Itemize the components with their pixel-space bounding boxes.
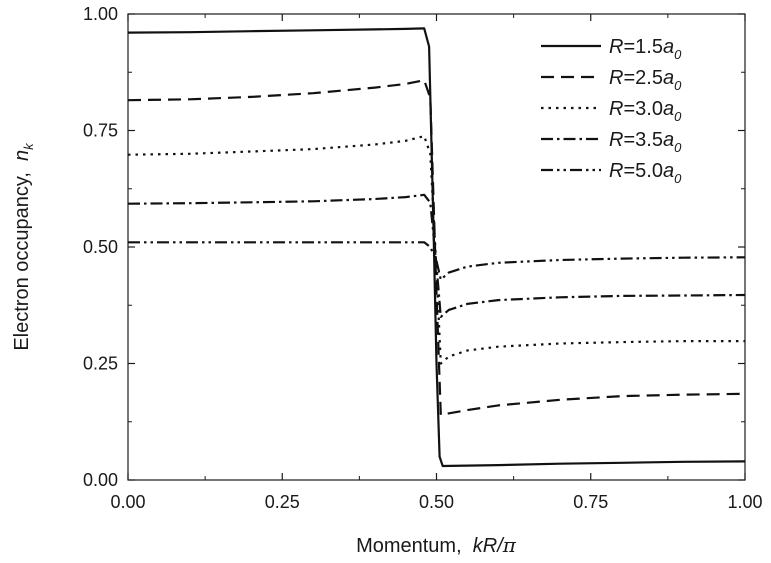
x-tick-label: 0.25: [265, 492, 300, 512]
legend-label-3: R=3.5a0: [609, 129, 682, 155]
x-tick-labels: 0.00 0.25 0.50 0.75 1.00: [110, 492, 762, 512]
legend-label-4: R=5.0a0: [609, 160, 682, 186]
x-axis-title-variable: kR/: [473, 535, 505, 557]
x-axis-title: Momentum, kR/π: [356, 533, 517, 557]
x-axis-title-prefix: Momentum,: [356, 535, 473, 557]
legend-label-2: R=3.0a0: [609, 98, 682, 124]
legend-label-value: =3.5: [623, 129, 662, 151]
y-tick-label: 0.25: [83, 354, 118, 374]
series-line-3: [127, 193, 746, 318]
axis-ticks: [127, 13, 746, 481]
legend-label-a: a: [663, 36, 674, 58]
y-tick-label: 0.75: [83, 121, 118, 141]
legend-label-value: =3.0: [623, 98, 662, 120]
legend-label-subscript: 0: [674, 109, 682, 124]
plot-area: [127, 13, 746, 481]
legend-label-r: R: [609, 36, 623, 58]
legend-label-subscript: 0: [674, 171, 682, 186]
legend-label-r: R: [609, 98, 623, 120]
x-tick-label: 1.00: [727, 492, 762, 512]
legend-label-value: =5.0: [623, 160, 662, 182]
legend-label-value: =2.5: [623, 67, 662, 89]
x-tick-label: 0.00: [110, 492, 145, 512]
legend-label-a: a: [663, 98, 674, 120]
legend-label-a: a: [663, 129, 674, 151]
y-tick-label: 0.00: [83, 470, 118, 490]
y-axis-title-prefix: Electron occupancy,: [11, 161, 33, 351]
legend-label-a: a: [663, 160, 674, 182]
series-line-4: [128, 241, 746, 281]
y-tick-label: 1.00: [83, 4, 118, 24]
legend-label-value: =1.5: [623, 36, 662, 58]
legend-label-a: a: [663, 67, 674, 89]
legend-label-1: R=2.5a0: [609, 67, 682, 93]
y-tick-label: 0.50: [83, 237, 118, 257]
y-tick-labels: 0.00 0.25 0.50 0.75 1.00: [83, 4, 118, 490]
series-line-2: [127, 135, 745, 365]
series-line-0: [127, 27, 746, 468]
x-axis-title-pi: π: [502, 533, 517, 557]
legend-label-subscript: 0: [674, 78, 682, 93]
series-line-1: [127, 79, 746, 416]
y-axis-title-variable: n: [11, 150, 33, 161]
x-tick-label: 0.75: [573, 492, 608, 512]
x-tick-label: 0.50: [419, 492, 454, 512]
legend-label-r: R: [609, 160, 623, 182]
y-axis-title: Electron occupancy, nk: [11, 142, 36, 351]
legend-label-subscript: 0: [674, 140, 682, 155]
legend-label-r: R: [609, 67, 623, 89]
y-axis-title-subscript: k: [21, 142, 36, 150]
legend-label-subscript: 0: [674, 47, 682, 62]
legend-label-0: R=1.5a0: [609, 36, 682, 62]
legend-label-r: R: [609, 129, 623, 151]
series-layer: [127, 27, 746, 468]
